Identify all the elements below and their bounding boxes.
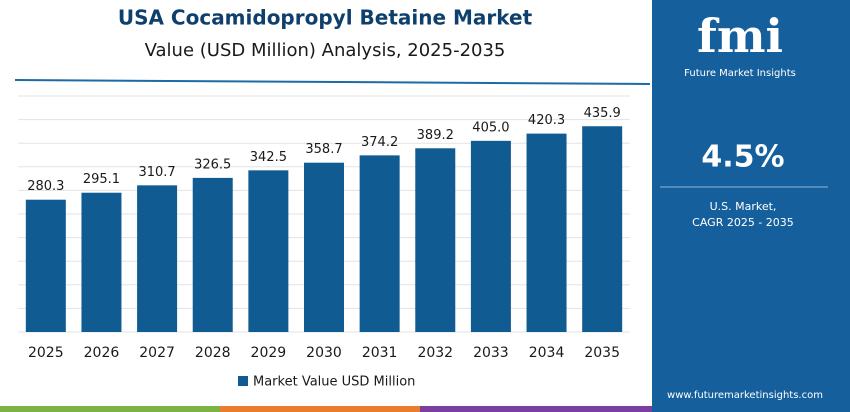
bar (359, 155, 400, 332)
value-label: 420.3 (528, 113, 565, 128)
x-tick-label: 2033 (473, 345, 509, 361)
bar (470, 140, 511, 332)
x-tick-label: 2032 (417, 345, 453, 361)
value-label: 389.2 (417, 128, 454, 143)
legend-swatch (238, 376, 248, 386)
bar (25, 199, 66, 332)
chart-title: USA Cocamidopropyl Betaine Market (118, 6, 533, 30)
footer-strip (220, 406, 420, 412)
chart-subtitle: Value (USD Million) Analysis, 2025-2035 (145, 40, 506, 61)
x-tick-label: 2029 (251, 345, 287, 361)
x-tick-label: 2030 (306, 345, 342, 361)
bar (81, 192, 122, 332)
value-label: 280.3 (27, 179, 64, 194)
value-label: 310.7 (138, 165, 175, 180)
x-tick-label: 2031 (362, 345, 398, 361)
legend-label: Market Value USD Million (253, 375, 415, 390)
x-tick-label: 2034 (529, 345, 565, 361)
bar (526, 133, 567, 332)
title-rule (14, 79, 651, 85)
x-tick-label: 2027 (139, 345, 175, 361)
bar (582, 126, 623, 332)
value-label: 326.5 (194, 157, 231, 172)
footer-strip (0, 406, 220, 412)
value-label: 435.9 (584, 106, 621, 121)
footer-strip (420, 406, 652, 412)
value-label: 405.0 (472, 120, 509, 135)
x-tick-label: 2026 (84, 345, 120, 361)
value-label: 358.7 (305, 142, 342, 157)
url: www.futuremarketinsights.com (667, 390, 823, 401)
bar (304, 162, 344, 332)
value-label: 342.5 (250, 150, 287, 165)
x-tick-label: 2035 (584, 345, 620, 361)
market-label: U.S. Market, (710, 200, 777, 213)
bar (192, 177, 233, 332)
bar (137, 185, 178, 332)
x-tick-label: 2025 (28, 345, 64, 361)
cagr-value: 4.5% (701, 140, 784, 175)
bar (248, 170, 289, 332)
x-tick-label: 2028 (195, 345, 231, 361)
value-label: 374.2 (361, 135, 398, 150)
side-panel (652, 0, 850, 412)
bar (415, 148, 456, 332)
logo: fmi (697, 9, 783, 63)
value-label: 295.1 (83, 172, 120, 187)
logo-tagline: Future Market Insights (684, 68, 796, 79)
cagr-period: CAGR 2025 - 2035 (692, 216, 794, 229)
